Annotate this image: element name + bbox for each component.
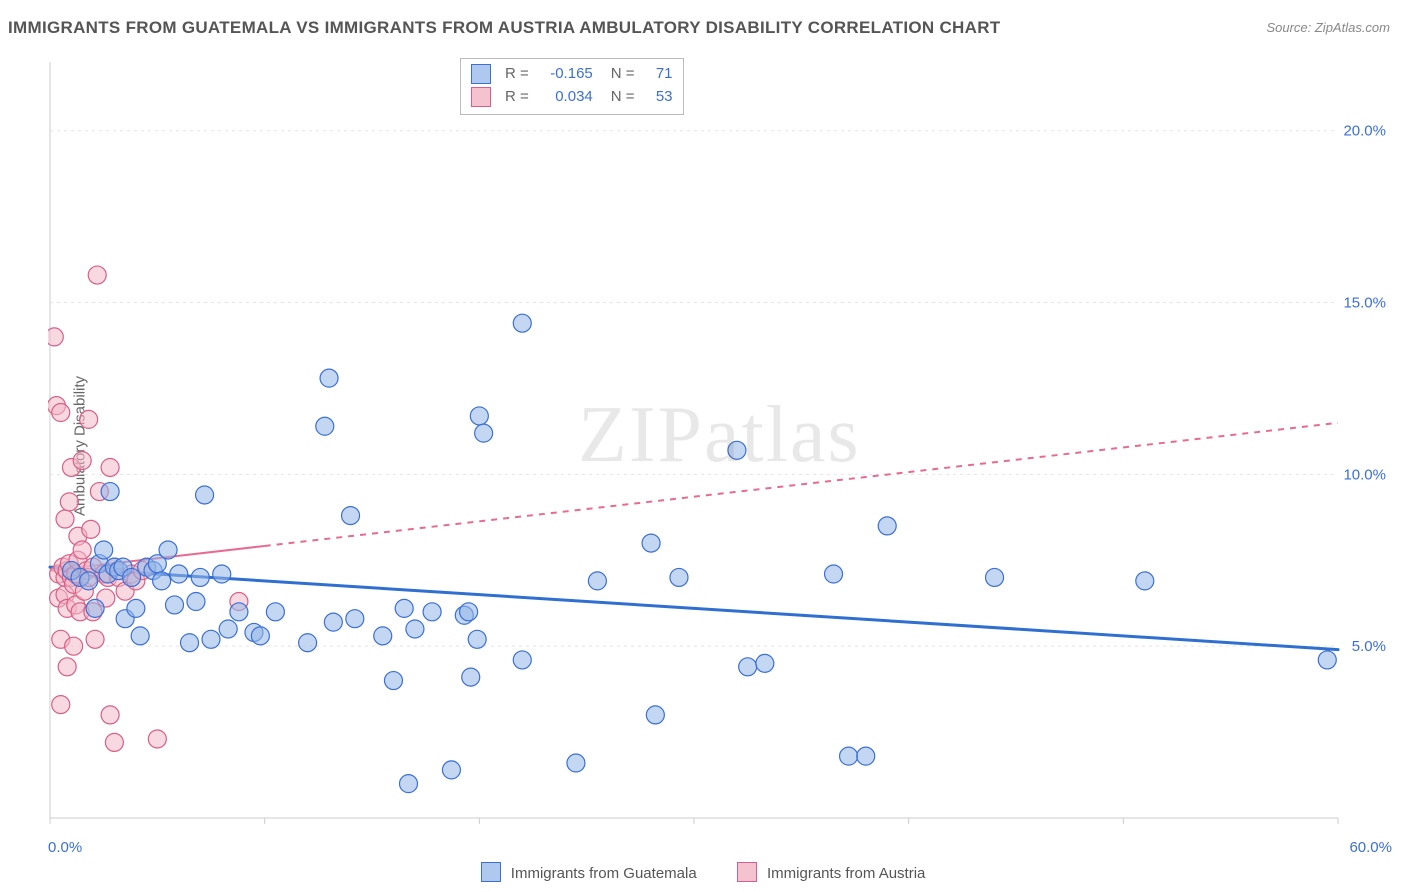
r-label: R = [505, 63, 529, 86]
source-name: ZipAtlas.com [1315, 20, 1390, 35]
austria-swatch-icon [471, 87, 491, 107]
svg-text:5.0%: 5.0% [1352, 638, 1386, 655]
plot-area: 5.0%10.0%15.0%20.0% ZIPatlas [48, 60, 1398, 830]
n-label: N = [611, 86, 635, 109]
guatemala-n-value: 71 [643, 63, 673, 86]
chart-container: IMMIGRANTS FROM GUATEMALA VS IMMIGRANTS … [0, 0, 1406, 892]
svg-text:10.0%: 10.0% [1343, 466, 1386, 483]
source-prefix: Source: [1266, 20, 1314, 35]
source-attribution: Source: ZipAtlas.com [1266, 20, 1390, 35]
scatter-chart-svg: 5.0% 10.0% 15.0% 20.0% [48, 60, 1398, 830]
stats-row-austria: R = 0.034 N = 53 [471, 86, 673, 109]
n-label: N = [611, 63, 635, 86]
austria-n-value: 53 [643, 86, 673, 109]
austria-legend-label: Immigrants from Austria [767, 865, 925, 882]
stats-legend-box: R = -0.165 N = 71 R = 0.034 N = 53 [460, 58, 684, 115]
guatemala-swatch-icon [471, 64, 491, 84]
legend-item-guatemala: Immigrants from Guatemala [481, 865, 701, 882]
guatemala-swatch-icon [481, 862, 501, 882]
austria-r-value: 0.034 [537, 86, 593, 109]
x-axis-min-label: 0.0% [48, 839, 82, 856]
r-label: R = [505, 86, 529, 109]
guatemala-legend-label: Immigrants from Guatemala [511, 865, 697, 882]
stats-row-guatemala: R = -0.165 N = 71 [471, 63, 673, 86]
legend-item-austria: Immigrants from Austria [737, 865, 926, 882]
bottom-legend: Immigrants from Guatemala Immigrants fro… [0, 862, 1406, 882]
chart-title: IMMIGRANTS FROM GUATEMALA VS IMMIGRANTS … [8, 18, 1000, 38]
guatemala-r-value: -0.165 [537, 63, 593, 86]
x-axis-max-label: 60.0% [1349, 839, 1392, 856]
svg-text:20.0%: 20.0% [1343, 123, 1386, 140]
austria-swatch-icon [737, 862, 757, 882]
svg-text:15.0%: 15.0% [1343, 295, 1386, 312]
